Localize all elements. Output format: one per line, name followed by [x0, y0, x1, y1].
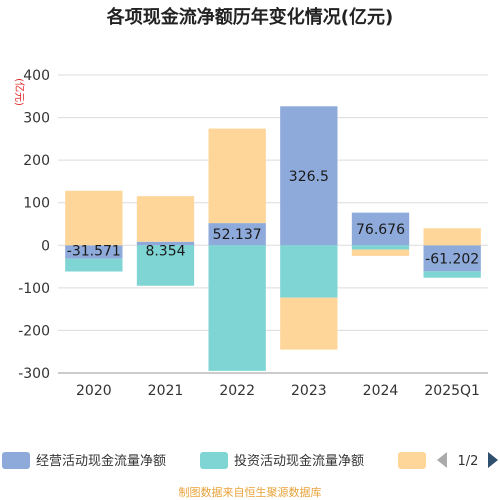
legend-label: 经营活动现金流量净额 — [36, 453, 166, 469]
bar-series-0-2022 — [208, 223, 266, 246]
legend-swatch[interactable] — [2, 452, 30, 469]
bar-series-2-2020 — [65, 190, 123, 246]
page-indicator: 1/2 — [458, 454, 479, 469]
x-tick-label: 2021 — [148, 383, 184, 399]
y-axis-ticks: -300 -200 -100 0 100 200 300 400 — [18, 68, 50, 382]
bar-series-2-2025Q1 — [423, 228, 481, 246]
data-label: 76.676 — [356, 222, 405, 238]
bar-series-2-2024 — [351, 249, 410, 256]
legend-swatch[interactable] — [200, 452, 228, 469]
y-tick-label: 200 — [23, 153, 50, 169]
bar-series-0-2023 — [280, 106, 338, 246]
legend-pagination: 1/2 — [437, 452, 498, 469]
x-tick-label: 2025Q1 — [424, 383, 480, 399]
y-tick-label: -200 — [18, 323, 50, 339]
x-tick-label: 2023 — [291, 383, 327, 399]
bar-series-1-2021 — [136, 245, 195, 286]
data-labels: -31.571 8.354 52.137 326.5 76.676 -61.202 — [67, 169, 479, 268]
bar-series-2-2023 — [280, 297, 338, 350]
data-label: 52.137 — [213, 227, 262, 243]
bar-series-0-2020 — [65, 245, 123, 259]
x-tick-label: 2020 — [76, 383, 112, 399]
y-tick-label: 0 — [41, 238, 50, 254]
y-tick-label: -300 — [18, 366, 50, 382]
bar-series-2-2021 — [136, 196, 195, 242]
prev-page-icon[interactable] — [437, 452, 447, 468]
bar-series-0-2025Q1 — [423, 245, 481, 272]
data-label: -61.202 — [425, 251, 479, 267]
chart-title: 各项现金流净额历年变化情况(亿元) — [106, 6, 393, 28]
y-tick-label: 300 — [23, 111, 50, 127]
next-page-icon[interactable] — [488, 452, 498, 468]
y-tick-label: 100 — [23, 196, 50, 212]
x-tick-label: 2024 — [363, 383, 399, 399]
bar-series-0-2024 — [351, 212, 410, 246]
bar-series-1-2023 — [280, 245, 338, 298]
x-axis-ticks: 2020 2021 2022 2023 2024 2025Q1 — [58, 372, 488, 399]
bar-series-1-2025Q1 — [423, 271, 481, 278]
data-label: 8.354 — [145, 243, 185, 259]
source-note: 制图数据来自恒生聚源数据库 — [179, 485, 322, 499]
bar-series-1-2024 — [351, 245, 410, 250]
x-tick-label: 2022 — [219, 383, 255, 399]
legend-label: 投资活动现金流量净额 — [234, 453, 364, 469]
bar-series-1-2022 — [208, 245, 266, 371]
bar-series-2-2022 — [208, 128, 266, 224]
legend: 经营活动现金流量净额 投资活动现金流量净额 — [2, 452, 426, 469]
y-tick-label: 400 — [23, 68, 50, 84]
data-label: -31.571 — [67, 243, 121, 259]
bar-series-1-2020 — [65, 258, 123, 272]
data-label: 326.5 — [289, 169, 329, 185]
y-axis-unit-label: (亿元) — [13, 78, 26, 106]
bars — [65, 106, 481, 371]
y-tick-label: -100 — [18, 281, 50, 297]
legend-swatch[interactable] — [398, 452, 426, 469]
bar-series-0-2021 — [136, 241, 195, 246]
